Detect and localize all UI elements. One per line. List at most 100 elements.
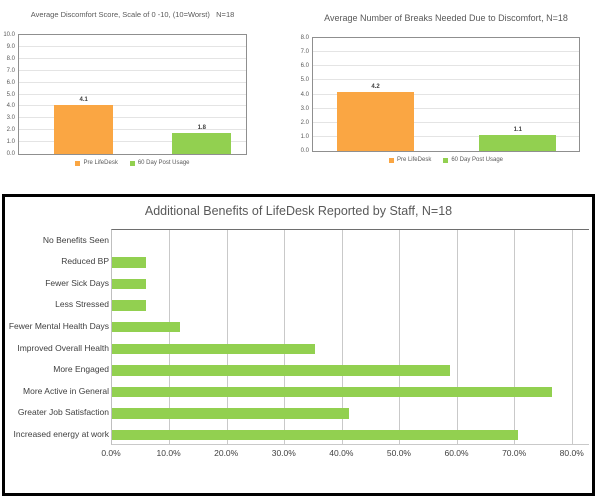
category-label: More Engaged <box>53 364 109 375</box>
bar-row <box>112 316 589 338</box>
bar-improved-overall-health <box>112 343 315 354</box>
gridline <box>313 135 579 137</box>
y-tick-label: 7.0 <box>300 49 309 56</box>
y-tick-label: 0.0 <box>6 151 15 157</box>
bar-pre-lifedesk <box>336 91 415 151</box>
x-tick-label: 20.0% <box>214 448 239 458</box>
bar-value-label: 1.1 <box>513 127 522 134</box>
legend-label: Pre LifeDesk <box>396 157 432 163</box>
bar-row <box>112 424 589 446</box>
legend-label: 60 Day Post Usage <box>137 160 190 166</box>
bar-value-label: 4.1 <box>79 97 88 104</box>
gridline <box>313 107 579 109</box>
legend-swatch <box>443 157 449 163</box>
legend-swatch <box>129 160 135 166</box>
bar-greater-job-satisfaction <box>112 408 349 419</box>
gridline <box>284 230 286 444</box>
y-tick-label: 4.0 <box>6 103 15 110</box>
plot-area: 0.0 1.0 2.0 3.0 4.0 5.0 6.0 7.0 8.0 9.0 10.0 4.1 1.8 <box>3 32 247 157</box>
category-label: Greater Job Satisfaction <box>17 407 109 418</box>
y-tick-label: 0.0 <box>300 148 309 154</box>
bar-60-day-post-usage <box>479 135 557 151</box>
bar-value-label: 1.8 <box>197 124 206 131</box>
top-charts-row: Average Discomfort Score, Scale of 0 -10… <box>0 0 600 193</box>
gridline <box>399 230 401 444</box>
plot-area: 0.0 1.0 2.0 3.0 4.0 5.0 6.0 7.0 8.0 4.2 1.1 <box>301 35 580 154</box>
category-label: Increased energy at work <box>13 428 109 439</box>
category-label: Fewer Mental Health Days <box>8 320 109 331</box>
gridline <box>19 129 246 131</box>
gridline <box>313 65 579 67</box>
bar-reduced-bp <box>112 257 146 268</box>
x-tick-label: 0.0% <box>101 448 121 458</box>
bar-row <box>112 403 589 425</box>
y-tick-label: 9.0 <box>6 43 15 50</box>
y-tick-label: 8.0 <box>6 55 15 62</box>
gridline <box>313 51 579 53</box>
bar-row <box>112 273 589 295</box>
bar-row <box>112 360 589 382</box>
y-tick-label: 3.0 <box>6 115 15 122</box>
bar-fewer-mental-health-days <box>112 321 180 333</box>
bar-more-active-in-general <box>112 386 552 398</box>
x-tick-label: 40.0% <box>329 448 354 458</box>
gridline <box>19 117 246 119</box>
legend-swatch <box>388 157 394 163</box>
y-tick-label: 8.0 <box>300 35 309 41</box>
gridline <box>341 230 343 444</box>
legend-item: Pre LifeDesk <box>388 157 432 163</box>
category-label: Fewer Sick Days <box>45 277 109 288</box>
bar-60-day-post-usage <box>172 132 232 154</box>
chart-title: Additional Benefits of LifeDesk Reported… <box>144 204 453 218</box>
x-tick-label: 10.0% <box>156 448 181 458</box>
gridline <box>19 81 246 83</box>
y-tick-label: 7.0 <box>6 67 15 74</box>
legend-swatch <box>75 160 81 166</box>
bar-row <box>112 381 589 403</box>
y-tick-label: 4.0 <box>300 91 309 98</box>
category-label: Reduced BP <box>61 256 109 267</box>
category-label: No Benefits Seen <box>42 234 109 245</box>
x-tick-label: 50.0% <box>386 448 411 458</box>
y-tick-label: 2.0 <box>6 127 15 134</box>
plot-area <box>111 229 589 445</box>
gridline <box>19 105 246 107</box>
y-tick-label: 6.0 <box>300 63 309 70</box>
benefits-chart-panel: Additional Benefits of LifeDesk Reported… <box>2 194 595 496</box>
bar-row <box>112 252 589 274</box>
category-label: Less Stressed <box>55 299 109 310</box>
gridline <box>19 57 246 59</box>
x-tick-label: 70.0% <box>502 448 527 458</box>
discomfort-score-chart: Average Discomfort Score, Scale of 0 -10… <box>0 0 300 193</box>
gridline <box>19 141 246 143</box>
gridline <box>456 230 458 444</box>
x-axis-labels: 0.0% 10.0% 20.0% 30.0% 40.0% 50.0% 60.0% 70.0% 8… <box>101 448 589 463</box>
chart-legend: Pre LifeDesk 60 Day Post Usage <box>18 160 247 166</box>
x-tick-label: 30.0% <box>271 448 296 458</box>
legend-item: 60 Day Post Usage <box>443 157 503 163</box>
gridline <box>226 230 228 444</box>
chart-legend: Pre LifeDesk 60 Day Post Usage <box>312 157 580 163</box>
category-label: More Active in General <box>23 385 109 396</box>
x-tick-label: 80.0% <box>559 448 584 458</box>
y-tick-label: 5.0 <box>300 77 309 84</box>
y-tick-label: 2.0 <box>300 119 309 126</box>
y-tick-label: 5.0 <box>6 91 15 98</box>
gridline <box>571 230 573 444</box>
breaks-needed-chart: Average Number of Breaks Needed Due to D… <box>300 0 600 193</box>
bar-more-engaged <box>112 365 450 376</box>
bar-value-label: 4.2 <box>371 83 380 90</box>
category-label: Improved Overall Health <box>17 342 109 353</box>
legend-item: 60 Day Post Usage <box>129 160 190 166</box>
gridline <box>313 121 579 123</box>
bar-less-stressed <box>112 300 146 311</box>
gridline <box>19 45 246 47</box>
category-axis-labels: No Benefits Seen Reduced BP Fewer Sick Day… <box>9 229 109 445</box>
legend-item: Pre LifeDesk <box>75 160 118 166</box>
gridline <box>313 79 579 81</box>
gridline <box>19 69 246 71</box>
bar-increased-energy-at-work <box>112 429 518 441</box>
y-tick-label: 3.0 <box>300 105 309 112</box>
y-tick-label: 1.0 <box>6 139 15 146</box>
